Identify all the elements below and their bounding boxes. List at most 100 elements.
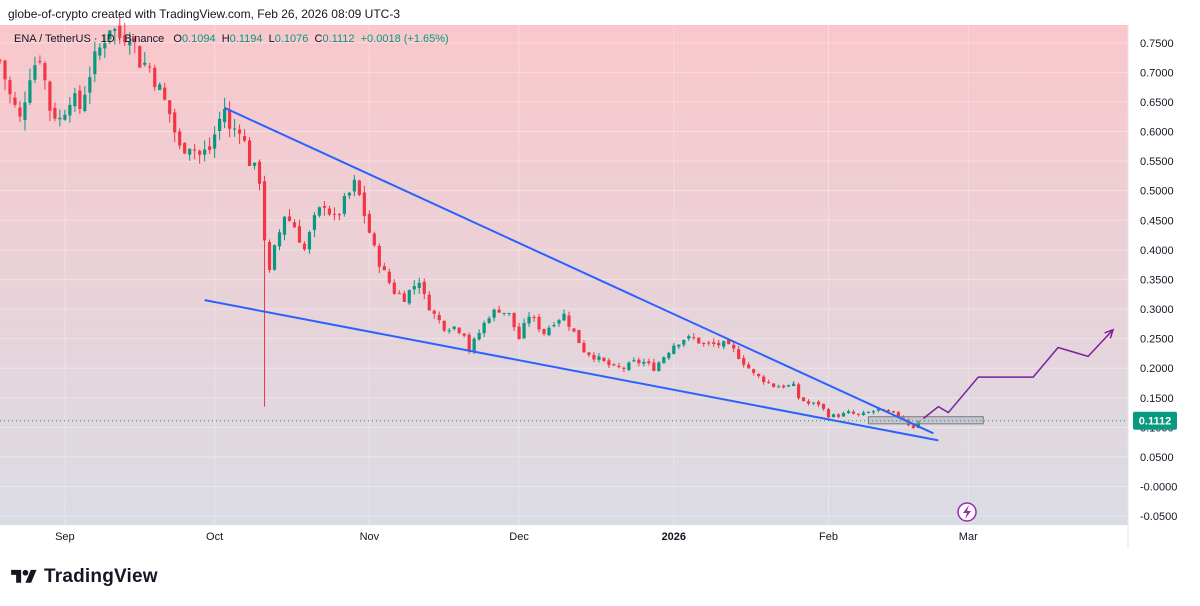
- candle-body: [307, 232, 312, 250]
- candle-body: [572, 328, 576, 332]
- projection-path: [922, 329, 1114, 420]
- candle-body: [38, 61, 42, 63]
- candle-body: [362, 192, 366, 217]
- projection-arrowhead: [1104, 328, 1115, 339]
- candle-body: [183, 143, 187, 154]
- candle-body: [517, 326, 521, 340]
- candle-body: [188, 148, 192, 155]
- candle-body: [232, 128, 237, 130]
- time-axis[interactable]: Sep Oct Nov Dec 2026 Feb Mar: [55, 531, 978, 543]
- candle-body: [23, 102, 27, 120]
- candle-body: [267, 242, 272, 271]
- candle-body: [772, 383, 776, 387]
- candle-body: [672, 345, 676, 354]
- candle-body: [128, 41, 132, 46]
- candle-body: [203, 149, 207, 155]
- candle-body: [737, 349, 741, 359]
- candle-body: [647, 361, 651, 364]
- candle-body: [811, 402, 816, 404]
- candle-body: [407, 290, 411, 304]
- candle-body: [871, 411, 876, 413]
- trendline-lower: [204, 299, 939, 442]
- candle-body: [836, 414, 841, 417]
- high-value: 0.1194: [229, 33, 263, 45]
- x-tick-label: Sep: [55, 531, 75, 543]
- candle-body: [168, 100, 172, 115]
- candle-body: [247, 140, 252, 166]
- trendline-upper: [224, 106, 934, 435]
- candle-body: [562, 313, 566, 321]
- y-tick-label: 0.6500: [1140, 97, 1174, 109]
- candle-body: [477, 332, 481, 340]
- grid-layer: [0, 25, 1128, 525]
- candle-body: [43, 63, 47, 81]
- candle-body: [53, 107, 57, 119]
- candle-body: [896, 412, 901, 417]
- y-tick-label: 0.7000: [1140, 67, 1174, 79]
- candle-body: [787, 385, 791, 387]
- candle-body: [752, 369, 756, 373]
- candle-body: [277, 232, 282, 247]
- candle-body: [782, 385, 786, 388]
- candle-body: [472, 338, 476, 352]
- candle-body: [552, 324, 556, 327]
- candle-body: [687, 336, 691, 339]
- candle-body: [417, 282, 421, 289]
- candle-body: [337, 214, 341, 216]
- symbol-legend: ENA / TetherUS · 1D · Binance O0.1094 H0…: [14, 33, 449, 45]
- candle-body: [387, 271, 391, 283]
- candle-body: [427, 294, 431, 311]
- candle-body: [103, 43, 107, 49]
- candle-body: [487, 318, 491, 323]
- candle-body: [527, 316, 531, 324]
- tradingview-logo-icon: [11, 569, 37, 583]
- candle-body: [537, 316, 541, 330]
- lightning-icon[interactable]: [957, 502, 977, 522]
- candle-body: [118, 25, 122, 38]
- candle-body: [777, 386, 781, 388]
- low-value: 0.1076: [274, 33, 309, 45]
- candle-body: [402, 293, 406, 302]
- candle-body: [178, 131, 182, 146]
- candle-body: [592, 354, 596, 360]
- candle-body: [462, 333, 466, 336]
- candle-body: [382, 266, 386, 271]
- x-tick-label: Nov: [360, 531, 380, 543]
- candle-body: [642, 361, 646, 364]
- candle-body: [18, 107, 22, 117]
- candle-body: [742, 358, 746, 365]
- candle-body: [312, 215, 317, 230]
- candle-body: [846, 411, 851, 414]
- candle-body: [667, 352, 671, 359]
- candle-body: [237, 129, 242, 134]
- candle-body: [63, 114, 67, 120]
- candle-body: [452, 326, 456, 329]
- price-axis[interactable]: 0.7500 0.7000 0.6500 0.6000 0.5500 0.5000 0.45…: [1133, 38, 1177, 523]
- candle-body: [282, 216, 287, 235]
- candle-body: [163, 87, 167, 100]
- candle-body: [482, 322, 486, 334]
- overlay-layer: [0, 106, 1128, 442]
- candle-body: [866, 412, 871, 414]
- price-chart[interactable]: 0.7500 0.7000 0.6500 0.6000 0.5500 0.5000 0.45…: [0, 0, 1200, 556]
- y-tick-label: 0.4500: [1140, 215, 1174, 227]
- candle-body: [257, 161, 262, 184]
- candle-body: [218, 118, 222, 132]
- candle-body: [28, 80, 32, 103]
- candle-body: [821, 403, 826, 409]
- candle-body: [372, 233, 376, 246]
- candle-body: [577, 329, 581, 344]
- candle-body: [502, 312, 506, 314]
- open-value: 0.1094: [181, 33, 216, 45]
- x-tick-label: Mar: [959, 531, 978, 543]
- tradingview-logo[interactable]: TradingView: [10, 566, 158, 588]
- candle-body: [302, 243, 307, 250]
- candle-body: [507, 313, 511, 315]
- candle-body: [113, 28, 117, 31]
- candle-body: [617, 365, 621, 368]
- candle-body: [851, 411, 856, 414]
- candle-body: [796, 384, 801, 399]
- consolidation-box: [867, 416, 984, 425]
- y-tick-label: 0.5000: [1140, 186, 1174, 198]
- y-tick-label: 0.2500: [1140, 334, 1174, 346]
